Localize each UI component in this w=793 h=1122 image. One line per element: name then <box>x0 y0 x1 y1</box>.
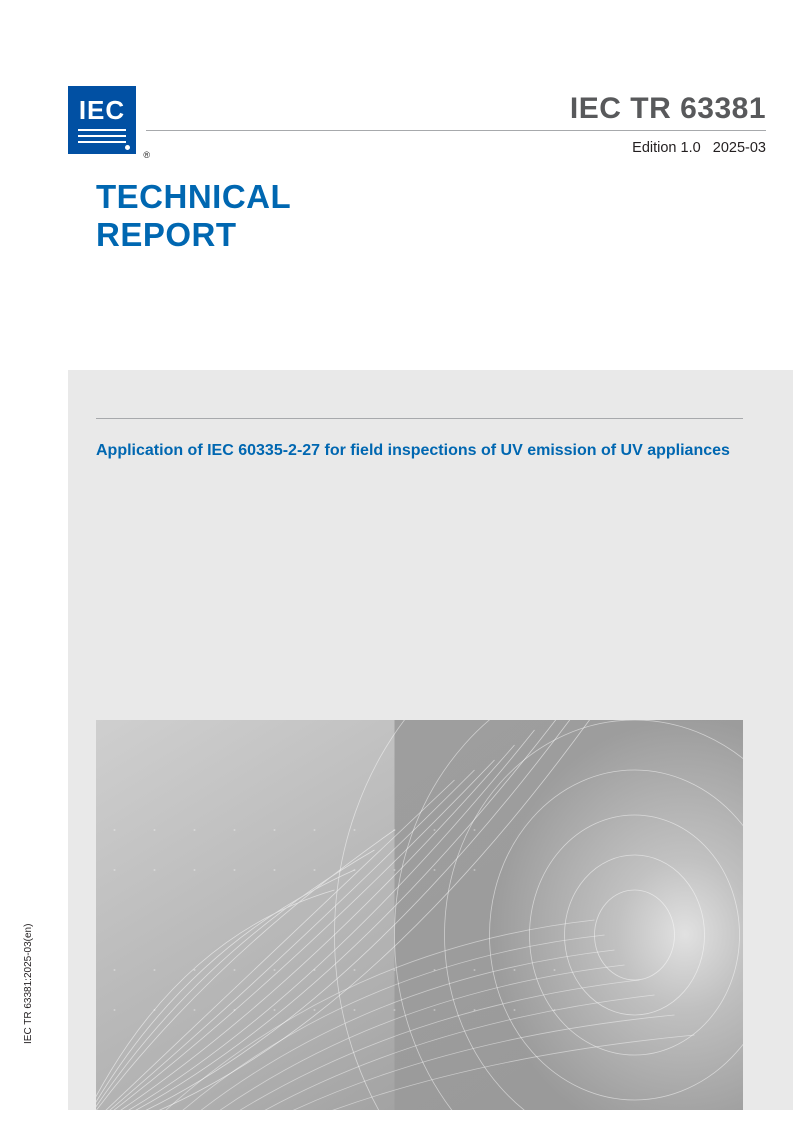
registered-mark: ® <box>143 150 150 160</box>
document-id: IEC TR 63381 <box>570 92 766 126</box>
logo-lines-icon <box>78 129 126 143</box>
report-type-line2: REPORT <box>96 216 237 253</box>
edition-label: Edition 1.0 <box>632 140 701 156</box>
logo-dot-icon <box>125 145 130 150</box>
report-type-heading: TECHNICAL REPORT <box>96 178 291 254</box>
panel-rule <box>96 418 743 419</box>
spine-reference: IEC TR 63381:2025-03(en) <box>23 924 34 1044</box>
logo-square: IEC <box>68 86 136 154</box>
logo-text: IEC <box>79 97 125 123</box>
report-type-line1: TECHNICAL <box>96 178 291 215</box>
content-panel: Application of IEC 60335-2-27 for field … <box>68 370 793 1110</box>
cover-graphic <box>96 720 743 1110</box>
abstract-lines-icon <box>96 720 743 1110</box>
iec-logo: IEC ® <box>68 86 140 158</box>
page: IEC ® IEC TR 63381 Edition 1.0 2025-03 T… <box>68 0 793 1122</box>
edition-line: Edition 1.0 2025-03 <box>632 140 766 156</box>
document-title: Application of IEC 60335-2-27 for field … <box>96 440 733 462</box>
edition-date: 2025-03 <box>713 140 766 156</box>
header-rule <box>146 130 766 131</box>
